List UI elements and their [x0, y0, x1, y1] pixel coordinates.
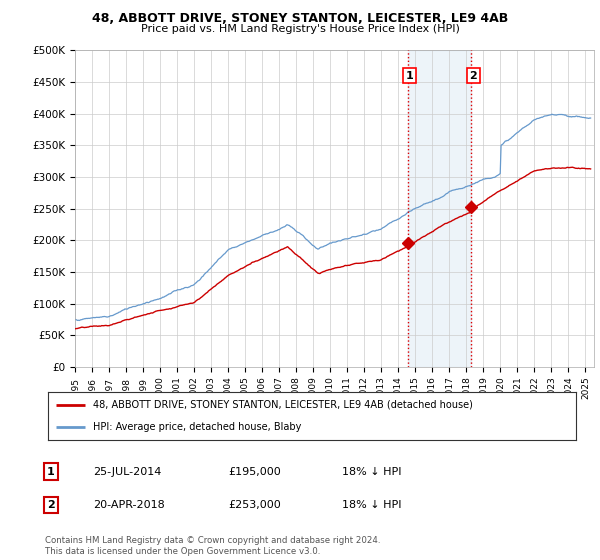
Text: 18% ↓ HPI: 18% ↓ HPI	[342, 466, 401, 477]
Text: 18% ↓ HPI: 18% ↓ HPI	[342, 500, 401, 510]
Text: 1: 1	[406, 71, 413, 81]
Text: 1: 1	[47, 466, 55, 477]
Text: 2: 2	[47, 500, 55, 510]
Text: 48, ABBOTT DRIVE, STONEY STANTON, LEICESTER, LE9 4AB: 48, ABBOTT DRIVE, STONEY STANTON, LEICES…	[92, 12, 508, 25]
Bar	[408, 50, 472, 367]
Text: Contains HM Land Registry data © Crown copyright and database right 2024.
This d: Contains HM Land Registry data © Crown c…	[45, 536, 380, 556]
Text: £253,000: £253,000	[228, 500, 281, 510]
Text: 2: 2	[469, 71, 477, 81]
Text: £195,000: £195,000	[228, 466, 281, 477]
Text: 48, ABBOTT DRIVE, STONEY STANTON, LEICESTER, LE9 4AB (detached house): 48, ABBOTT DRIVE, STONEY STANTON, LEICES…	[93, 400, 473, 410]
Text: 25-JUL-2014: 25-JUL-2014	[93, 466, 161, 477]
Text: 20-APR-2018: 20-APR-2018	[93, 500, 165, 510]
Text: HPI: Average price, detached house, Blaby: HPI: Average price, detached house, Blab…	[93, 422, 301, 432]
Text: Price paid vs. HM Land Registry's House Price Index (HPI): Price paid vs. HM Land Registry's House …	[140, 24, 460, 34]
